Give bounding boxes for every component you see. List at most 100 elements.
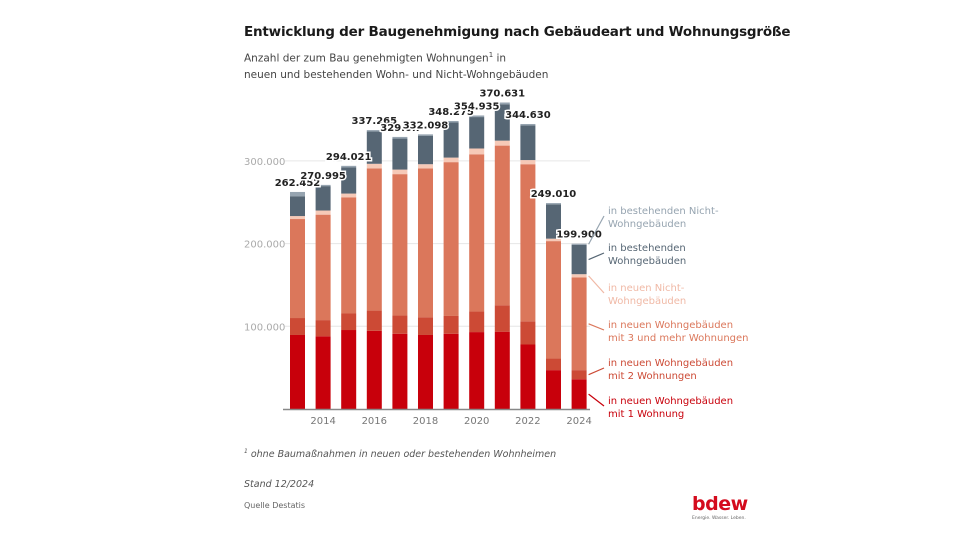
legend-label: in neuen Wohngebäuden <box>608 320 733 331</box>
bar-segment <box>418 135 433 165</box>
x-tick-label: 2022 <box>515 416 540 427</box>
bar-segment <box>443 120 459 123</box>
subtitle-footnote-marker: 1 <box>488 51 494 59</box>
bar-segment <box>546 358 561 371</box>
bar-segment <box>366 163 382 169</box>
bar-segment <box>341 193 357 198</box>
legend-label: in neuen Wohngebäuden <box>608 358 733 369</box>
y-tick-label: 200.000 <box>244 240 285 251</box>
bar-segment <box>418 168 433 318</box>
footnote-marker: 1 <box>244 448 248 455</box>
y-tick-label: 100.000 <box>244 322 285 333</box>
bar-segment <box>571 243 587 245</box>
legend-label: in bestehenden <box>608 243 686 254</box>
legend-leader-line <box>588 215 605 245</box>
bar-segment <box>392 138 408 170</box>
bar-segment <box>443 315 459 334</box>
bar-segment <box>315 210 331 215</box>
bar-segment <box>366 130 382 132</box>
bar-segment <box>418 334 433 409</box>
bar-segment <box>520 123 536 126</box>
logo-wordmark: bdew <box>692 493 748 515</box>
chart-title: Entwicklung der Baugenehmigung nach Gebä… <box>244 24 791 40</box>
legend-label: in neuen Nicht- <box>608 283 685 294</box>
bar-segment <box>494 102 510 105</box>
bar-segment <box>366 330 382 409</box>
subtitle-line1-end: in <box>493 52 507 65</box>
total-value-label: 294.021 <box>326 152 372 163</box>
legend-label: mit 3 und mehr Wohnungen <box>608 333 749 344</box>
bar-segment <box>418 317 433 335</box>
bar-segment <box>546 238 561 242</box>
legend-leader-line <box>588 367 605 376</box>
legend-label: in neuen Wohngebäuden <box>608 396 733 407</box>
total-value-label: 370.631 <box>480 88 526 99</box>
bar-segment <box>520 321 536 345</box>
bar-segment <box>290 216 305 220</box>
bar-segment <box>443 333 459 409</box>
legend-label: Wohngebäuden <box>608 256 686 267</box>
bar-segment <box>366 168 382 311</box>
bar-segment <box>469 311 485 333</box>
bar-segment <box>290 334 305 409</box>
total-value-label: 354.935 <box>454 101 500 112</box>
bar-segment <box>571 274 587 278</box>
subtitle-line1: Anzahl der zum Bau genehmigten Wohnungen <box>244 52 489 65</box>
bdew-logo: bdew Energie. Wasser. Leben. <box>692 494 748 521</box>
bar-segment <box>392 169 408 175</box>
bar-segment <box>546 203 561 205</box>
bar-segment <box>469 332 485 409</box>
bar-segment <box>290 196 305 217</box>
bar-segment <box>418 134 433 136</box>
bar-segment <box>392 333 408 409</box>
bar-segment <box>443 157 459 163</box>
bar-segment <box>366 310 382 331</box>
legend-leader-line <box>588 323 605 331</box>
bar-segment <box>469 117 485 149</box>
total-value-label: 348.275 <box>428 107 474 118</box>
bar-segment <box>392 174 408 316</box>
bar-segment <box>315 320 331 337</box>
bar-segment <box>546 241 561 359</box>
bar-segment <box>546 204 561 239</box>
bar-segment <box>571 277 587 371</box>
bar-segment <box>341 165 357 168</box>
bar-segment <box>571 370 587 380</box>
total-value-label: 344.630 <box>505 110 551 121</box>
bar-segment <box>341 197 357 314</box>
source-label: Quelle Destatis <box>244 501 306 510</box>
bar-segment <box>366 131 382 164</box>
bar-segment <box>469 148 485 155</box>
y-tick-label: 300.000 <box>244 157 285 168</box>
bar-segment <box>546 370 561 409</box>
bar-segment <box>443 162 459 316</box>
bar-segment <box>571 244 587 275</box>
bar-segment <box>520 164 536 322</box>
bar-segment <box>290 219 305 319</box>
bar-segment <box>443 122 459 158</box>
total-value-label: 262.452 <box>275 178 321 189</box>
x-tick-label: 2020 <box>464 416 489 427</box>
legend-label: mit 2 Wohnungen <box>608 371 697 382</box>
legend-label: Wohngebäuden <box>608 219 686 230</box>
bar-segment <box>494 305 510 332</box>
x-tick-label: 2016 <box>362 416 387 427</box>
bar-segment <box>469 115 485 118</box>
total-value-label: 329.0.. <box>380 123 419 134</box>
chart-subtitle: Anzahl der zum Bau genehmigten Wohnungen… <box>244 47 548 83</box>
footnote: 1 ohne Baumaßnahmen in neuen oder besteh… <box>244 448 556 460</box>
legend-leader-line <box>588 275 605 294</box>
bar-segment <box>315 214 331 321</box>
bar-segment <box>520 344 536 409</box>
legend-label: Wohngebäuden <box>608 296 686 307</box>
bar-segment <box>494 145 510 306</box>
legend-leader-line <box>588 393 605 407</box>
bar-segment <box>494 140 510 146</box>
legend-label: mit 1 Wohnung <box>608 409 684 420</box>
bar-segment <box>315 186 331 211</box>
bar-segment <box>494 104 510 141</box>
bar-segment <box>315 184 331 187</box>
bar-segment <box>418 164 433 169</box>
bar-segment <box>341 167 357 194</box>
bar-segment <box>392 136 408 139</box>
